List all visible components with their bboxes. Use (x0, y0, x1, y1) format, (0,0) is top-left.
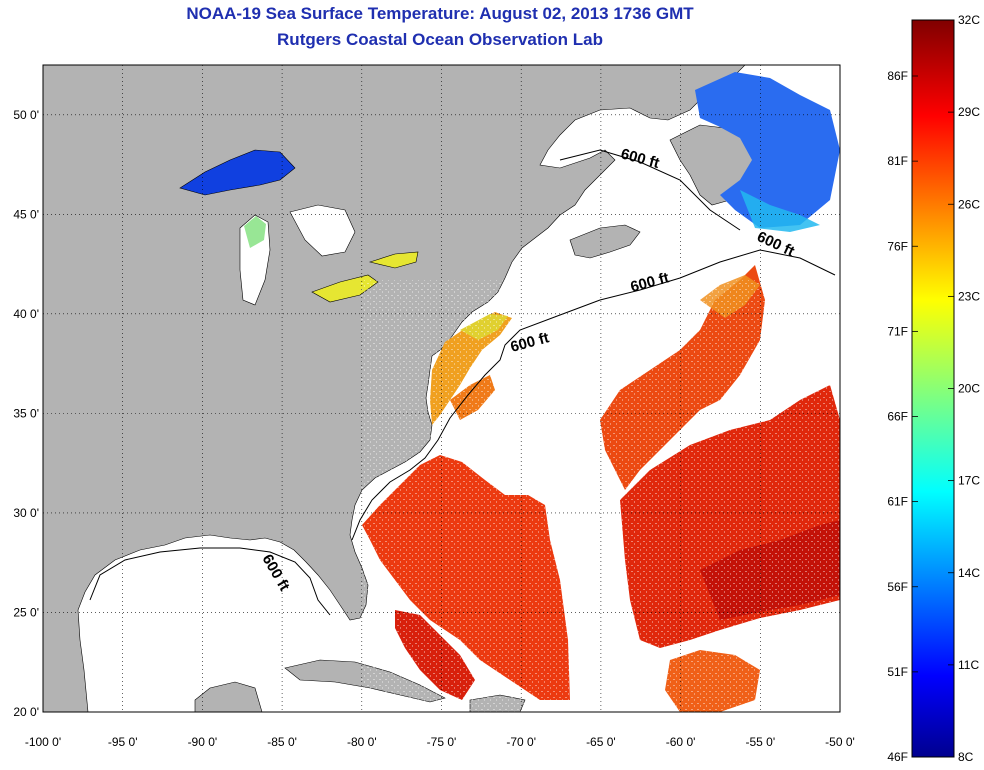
map-title: NOAA-19 Sea Surface Temperature: August … (186, 4, 694, 23)
colorbar-celsius-label: 29C (958, 105, 980, 119)
lat-tick-label: 20 0' (13, 705, 39, 719)
map-frame (42, 64, 841, 713)
colorbar-fahrenheit-labels: 86F 81F 76F 71F 66F 61F 56F 51F 46F (887, 69, 918, 764)
colorbar-celsius-label: 32C (958, 13, 980, 27)
colorbar-fahrenheit-label: 51F (887, 665, 908, 679)
colorbar-celsius-label: 14C (958, 566, 980, 580)
lon-tick-label: -55 0' (745, 735, 775, 749)
longitude-tick-labels: -100 0' -95 0' -90 0' -85 0' -80 0' -75 0' -70… (25, 735, 855, 749)
lon-tick-label: -80 0' (347, 735, 377, 749)
lat-tick-label: 35 0' (13, 406, 39, 420)
colorbar-celsius-label: 8C (958, 750, 974, 764)
lon-tick-label: -50 0' (825, 735, 855, 749)
colorbar-fahrenheit-label: 81F (887, 154, 908, 168)
colorbar-celsius-label: 26C (958, 197, 980, 211)
colorbar-fahrenheit-label: 86F (887, 69, 908, 83)
lon-tick-label: -95 0' (108, 735, 138, 749)
lake-michigan-sst (244, 216, 266, 248)
colorbar-fahrenheit-label: 66F (887, 410, 908, 424)
colorbar-fahrenheit-label: 46F (887, 750, 908, 764)
lat-tick-label: 25 0' (13, 605, 39, 619)
lon-tick-label: -90 0' (188, 735, 218, 749)
colorbar-celsius-label: 17C (958, 474, 980, 488)
lon-tick-label: -85 0' (267, 735, 297, 749)
sst-labrador-cold (695, 72, 840, 228)
colorbar-celsius-labels: 32C 29C 26C 23C 20C 17C 14C 11C 8C (948, 13, 980, 764)
lake-huron (289, 204, 356, 257)
colorbar-fahrenheit-label: 71F (887, 324, 908, 338)
lon-tick-label: -70 0' (506, 735, 536, 749)
map-subtitle: Rutgers Coastal Ocean Observation Lab (277, 30, 603, 49)
lake-superior (179, 149, 296, 196)
colorbar-celsius-label: 23C (958, 289, 980, 303)
latitude-tick-labels: 20 0' 25 0' 30 0' 35 0' 40 0' 45 0' 50 0' (13, 108, 39, 719)
lon-tick-label: -60 0' (666, 735, 696, 749)
land-yucatan (194, 681, 263, 712)
lon-tick-label: -75 0' (427, 735, 457, 749)
colorbar-celsius-label: 20C (958, 382, 980, 396)
lat-tick-label: 50 0' (13, 108, 39, 122)
colorbar-fahrenheit-label: 76F (887, 239, 908, 253)
lake-ontario (368, 251, 419, 269)
lat-tick-label: 30 0' (13, 506, 39, 520)
colorbar-fahrenheit-label: 61F (887, 495, 908, 509)
lon-tick-label: -100 0' (25, 735, 61, 749)
lat-tick-label: 40 0' (13, 307, 39, 321)
colorbar-gradient (911, 19, 955, 758)
contour-600ft (89, 249, 836, 616)
colorbar-fahrenheit-label: 56F (887, 580, 908, 594)
lon-tick-label: -65 0' (586, 735, 616, 749)
land-nova-scotia (569, 224, 641, 259)
colorbar: 32C 29C 26C 23C 20C 17C 14C 11C 8C 86F 81F 76F 71F 6… (887, 13, 980, 764)
contour-600ft-north (559, 149, 741, 231)
lat-tick-label: 45 0' (13, 207, 39, 221)
colorbar-celsius-label: 11C (958, 658, 979, 672)
